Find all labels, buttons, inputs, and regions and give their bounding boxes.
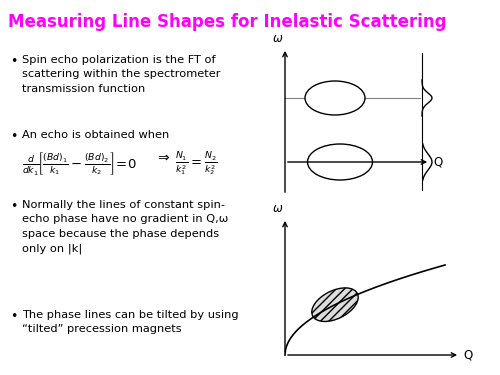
Text: $\Rightarrow$: $\Rightarrow$ bbox=[155, 150, 170, 164]
Text: The phase lines can be tilted by using
“tilted” precession magnets: The phase lines can be tilted by using “… bbox=[22, 310, 238, 334]
Text: Measuring Line Shapes for Inelastic Scattering: Measuring Line Shapes for Inelastic Scat… bbox=[8, 13, 446, 31]
Text: Q: Q bbox=[433, 156, 442, 168]
Text: Q: Q bbox=[463, 348, 472, 361]
Text: Spin echo polarization is the FT of
scattering within the spectrometer
transmiss: Spin echo polarization is the FT of scat… bbox=[22, 55, 220, 94]
Text: •: • bbox=[10, 130, 18, 143]
Text: $\omega$: $\omega$ bbox=[272, 32, 283, 45]
Text: $\frac{N_1}{k_1^2} = \frac{N_2}{k_2^2}$: $\frac{N_1}{k_1^2} = \frac{N_2}{k_2^2}$ bbox=[175, 150, 218, 178]
Text: •: • bbox=[10, 310, 18, 323]
Text: $\omega$: $\omega$ bbox=[272, 202, 283, 215]
Text: An echo is obtained when: An echo is obtained when bbox=[22, 130, 169, 140]
Ellipse shape bbox=[312, 288, 358, 321]
Text: •: • bbox=[10, 200, 18, 213]
Text: •: • bbox=[10, 55, 18, 68]
Ellipse shape bbox=[308, 144, 372, 180]
Text: $\frac{d}{dk_1}\!\left[\frac{(Bd)_1}{k_1} - \frac{(Bd)_2}{k_2}\right]\!=\!0$: $\frac{d}{dk_1}\!\left[\frac{(Bd)_1}{k_1… bbox=[22, 150, 136, 177]
Text: Normally the lines of constant spin-
echo phase have no gradient in Q,ω
space be: Normally the lines of constant spin- ech… bbox=[22, 200, 228, 254]
Ellipse shape bbox=[305, 81, 365, 115]
